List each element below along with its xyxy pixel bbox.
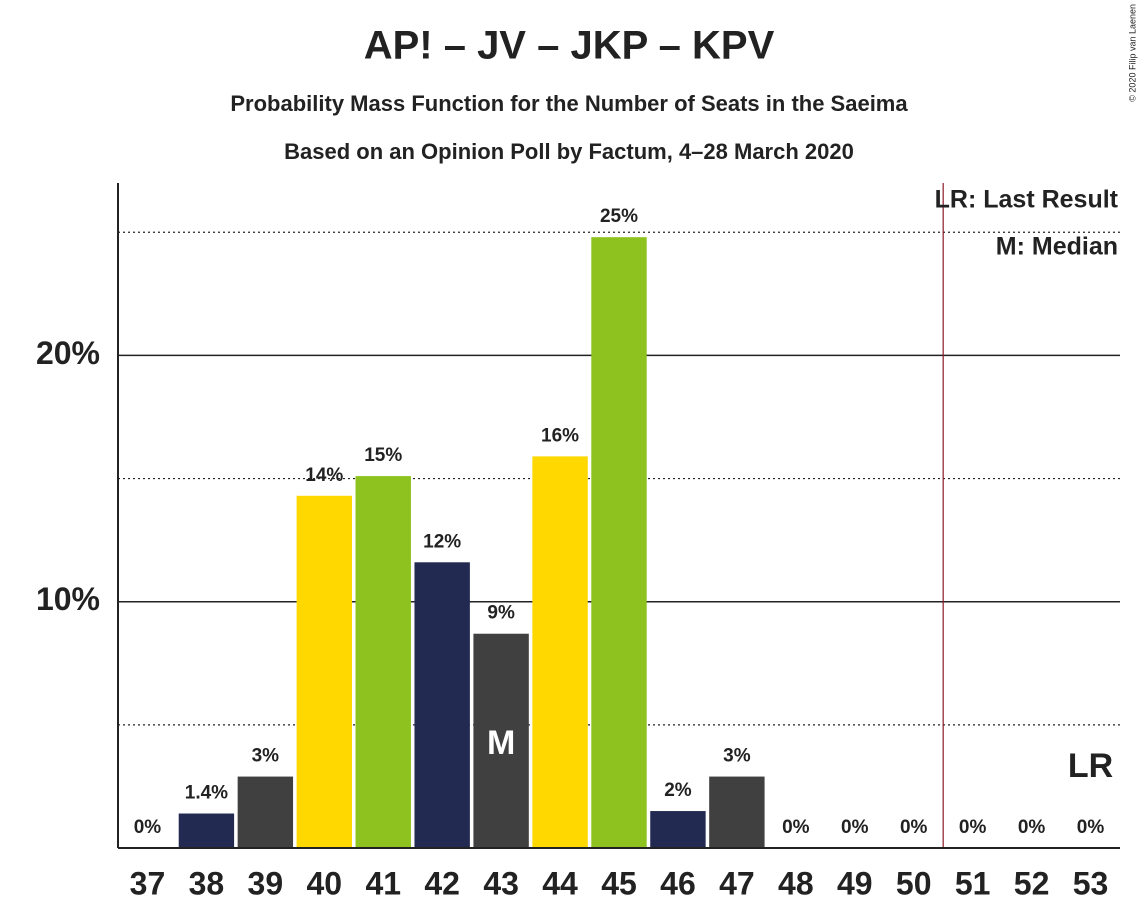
value-label: 16% — [541, 425, 579, 446]
annotation: M — [487, 724, 515, 762]
x-tick-label: 52 — [1014, 865, 1050, 901]
y-tick-label: 10% — [36, 581, 100, 617]
value-label: 3% — [723, 746, 751, 767]
bar — [591, 237, 647, 848]
bar — [355, 476, 411, 848]
legend-entry: LR: Last Result — [935, 186, 1119, 214]
x-tick-label: 37 — [130, 865, 166, 901]
x-tick-label: 40 — [306, 865, 342, 901]
value-label: 14% — [305, 465, 343, 486]
bar — [178, 813, 235, 848]
x-tick-label: 50 — [896, 865, 932, 901]
x-tick-label: 42 — [424, 865, 460, 901]
value-label: 9% — [487, 603, 515, 624]
x-tick-label: 47 — [719, 865, 755, 901]
value-label: 25% — [600, 206, 638, 227]
x-tick-label: 49 — [837, 865, 873, 901]
chart-subtitle: Probability Mass Function for the Number… — [230, 91, 908, 116]
value-label: 0% — [1077, 817, 1105, 838]
x-tick-label: 48 — [778, 865, 814, 901]
x-tick-label: 46 — [660, 865, 696, 901]
value-label: 12% — [423, 531, 461, 552]
bar — [532, 456, 588, 848]
value-label: 0% — [782, 817, 810, 838]
value-label: 0% — [134, 817, 162, 838]
bar — [650, 811, 706, 848]
bar — [237, 776, 294, 848]
bar — [414, 562, 470, 848]
x-tick-label: 43 — [483, 865, 519, 901]
x-tick-label: 39 — [248, 865, 284, 901]
value-label: 2% — [664, 780, 692, 801]
value-label: 1.4% — [185, 783, 228, 804]
x-tick-label: 45 — [601, 865, 637, 901]
x-tick-label: 44 — [542, 865, 578, 901]
bar — [709, 776, 765, 848]
value-label: 0% — [1018, 817, 1046, 838]
x-tick-label: 38 — [189, 865, 225, 901]
value-label: 0% — [841, 817, 869, 838]
annotation: LR — [1068, 747, 1113, 785]
x-tick-label: 41 — [365, 865, 401, 901]
chart-subtitle: Based on an Opinion Poll by Factum, 4–28… — [284, 139, 854, 164]
x-tick-label: 53 — [1073, 865, 1109, 901]
bar — [473, 633, 529, 848]
value-label: 15% — [364, 445, 402, 466]
value-label: 3% — [252, 746, 280, 767]
x-tick-label: 51 — [955, 865, 991, 901]
value-label: 0% — [959, 817, 987, 838]
bar — [296, 495, 352, 848]
chart-title: AP! – JV – JKP – KPV — [364, 24, 775, 68]
y-tick-label: 20% — [36, 335, 100, 371]
value-label: 0% — [900, 817, 928, 838]
legend-entry: M: Median — [996, 233, 1118, 261]
copyright: © 2020 Filip van Laenen — [1127, 4, 1137, 102]
